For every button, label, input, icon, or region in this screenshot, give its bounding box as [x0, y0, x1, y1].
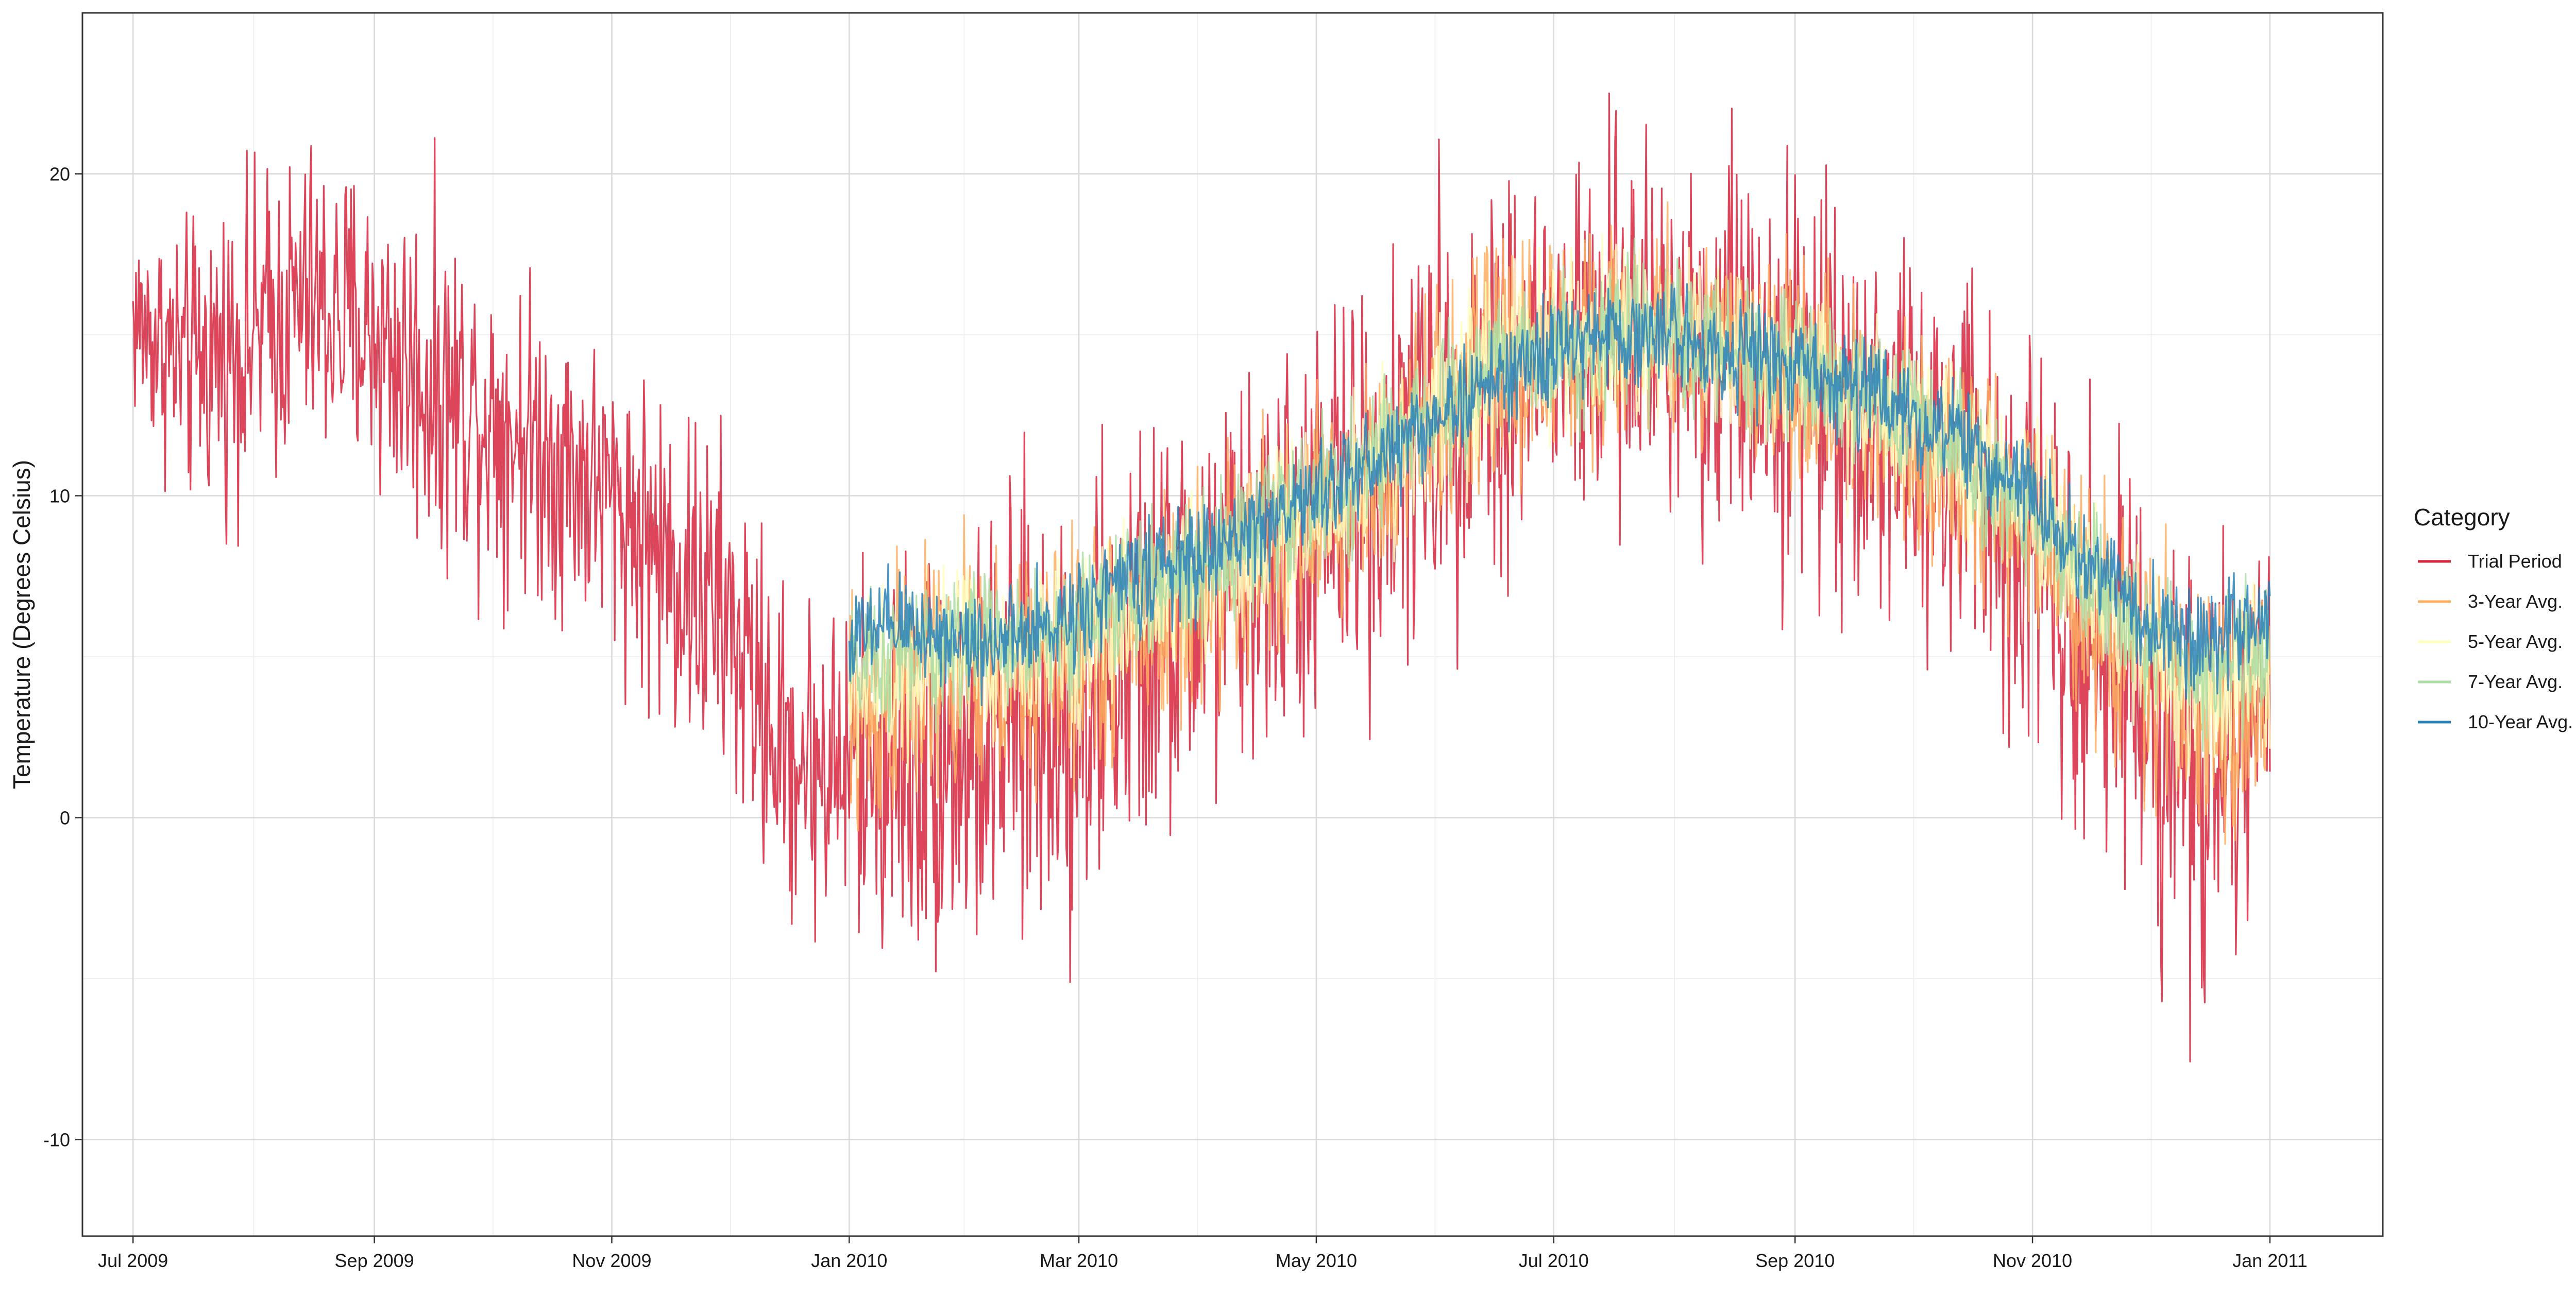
plot-border	[81, 12, 2384, 1237]
legend-items: Trial Period 3-Year Avg. 5-Year Avg. 7-Year…	[2418, 551, 2573, 732]
x-tick-label: Mar 2010	[1040, 1250, 1118, 1271]
x-tick-label: Nov 2010	[1993, 1250, 2072, 1271]
x-axis: Jul 2009 Sep 2009 Nov 2009 Jan 2010 Mar 2010…	[98, 1236, 2308, 1271]
series-line-10-year-avg	[848, 283, 2271, 706]
y-tick-label: 20	[49, 164, 70, 185]
y-tick-label: 10	[49, 486, 70, 507]
legend-label: 5-Year Avg.	[2468, 631, 2563, 652]
x-tick-label: Jan 2010	[811, 1250, 887, 1271]
series-layer	[132, 92, 2271, 1063]
x-tick-label: May 2010	[1276, 1250, 1357, 1271]
x-tick-label: Sep 2010	[1755, 1250, 1835, 1271]
x-tick-label: Jan 2011	[2232, 1250, 2307, 1271]
legend-title: Category	[2414, 504, 2510, 531]
y-tick-label: 0	[60, 808, 70, 829]
y-axis: -10 0 10 20	[43, 164, 82, 1151]
legend-label: 7-Year Avg.	[2468, 671, 2563, 692]
legend-label: 3-Year Avg.	[2468, 591, 2563, 612]
y-tick-label: -10	[43, 1130, 70, 1151]
y-axis-title: Temperature (Degrees Celsius)	[8, 460, 35, 789]
legend-label: Trial Period	[2468, 551, 2562, 572]
x-tick-label: Sep 2009	[335, 1250, 414, 1271]
legend-label: 10-Year Avg.	[2468, 711, 2573, 732]
legend: Category Trial Period 3-Year Avg. 5-Year A…	[2414, 504, 2573, 732]
x-tick-label: Jul 2009	[98, 1250, 168, 1271]
x-tick-label: Jul 2010	[1519, 1250, 1589, 1271]
x-tick-label: Nov 2009	[572, 1250, 651, 1271]
